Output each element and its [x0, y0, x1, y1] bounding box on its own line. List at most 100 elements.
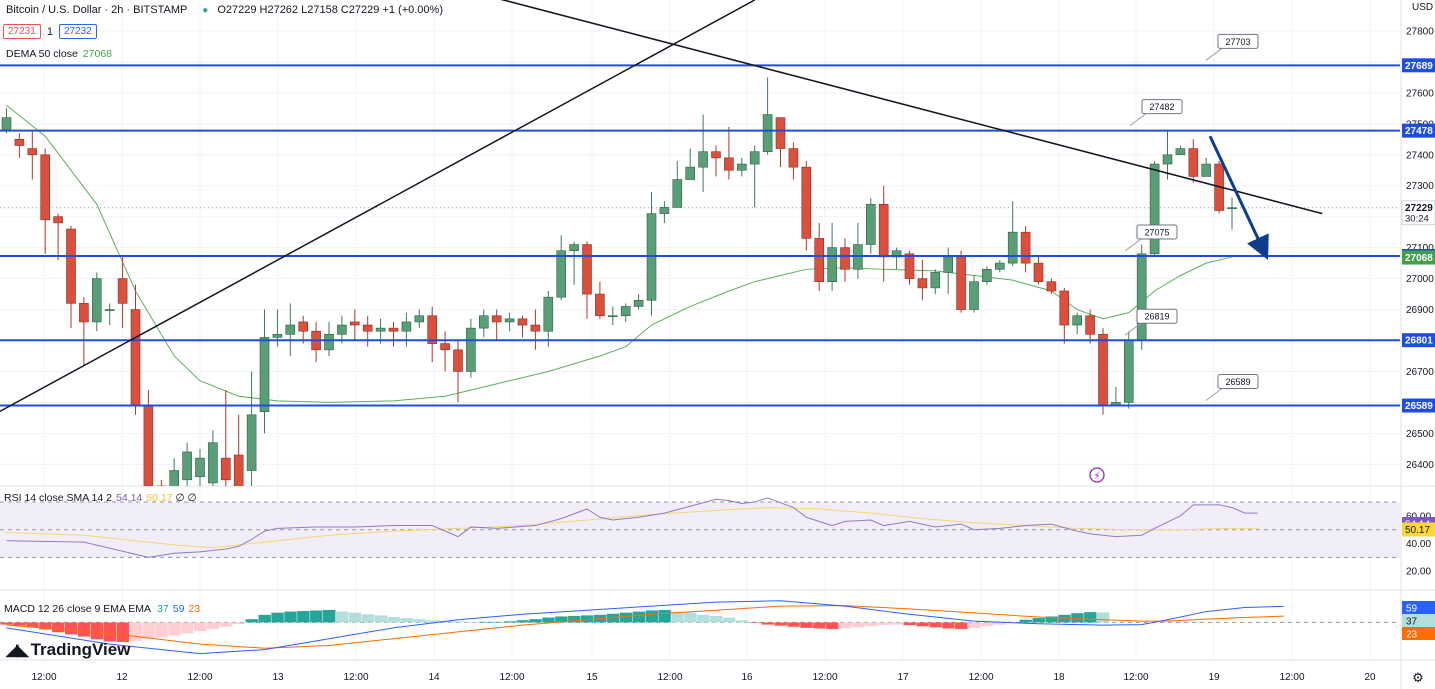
main-pane: 27703 27482 27075 26819 26589 ⚡ — [0, 0, 1400, 486]
candle — [904, 253, 915, 279]
macd-hist-bar — [65, 622, 78, 635]
macd-hist-bar — [864, 622, 878, 627]
macd-hist-bar — [774, 622, 787, 626]
alert-icon-glyph: ⚡ — [1093, 471, 1100, 482]
macd-hist-bar — [632, 611, 645, 623]
macd-hist-bar — [761, 622, 774, 625]
candle — [504, 318, 515, 323]
macd-hist-bar — [258, 614, 271, 623]
macd-legend[interactable]: MACD 12 26 close 9 EMA EMA 37 59 23 — [4, 603, 200, 615]
candle — [1227, 207, 1237, 210]
candle — [698, 151, 708, 168]
candle — [79, 303, 89, 323]
macd-hist-bar — [722, 617, 736, 623]
candle — [27, 148, 38, 156]
candle — [685, 166, 696, 180]
macd-hist-bar — [26, 622, 39, 628]
macd-hist-bar — [581, 615, 594, 623]
macd-hist-bar — [168, 622, 181, 636]
dema-legend[interactable]: DEMA 50 close 27068 — [6, 48, 112, 60]
level-axis-label-bg — [1402, 123, 1435, 138]
level-axis-label-bg — [1402, 333, 1435, 348]
price-axis-tick: 27300 — [1406, 181, 1434, 192]
candle — [130, 309, 141, 406]
macd-hist-bar — [426, 620, 439, 623]
time-axis-tick: 19 — [1208, 672, 1220, 683]
tradingview-logo[interactable]: ◢◣ TradingView — [6, 640, 130, 660]
rsi-value: 54.14 — [115, 492, 143, 504]
time-axis-tick: 12 — [116, 672, 128, 683]
macd-hist-tag: 37 — [1406, 617, 1418, 628]
macd-hist-bar — [968, 622, 981, 628]
macd-hist-bar — [980, 622, 994, 627]
price-axis-tick: 27600 — [1406, 88, 1434, 99]
callout-leader — [1124, 322, 1142, 336]
macd-hist-bar — [477, 621, 491, 623]
macd-hist-bar — [116, 622, 129, 642]
callout-box — [1136, 224, 1178, 240]
macd-hist-bar — [606, 613, 620, 623]
ohlc-readout: O27229 H27262 L27158 C27229 +1 (+0.00%) — [217, 4, 443, 16]
macd-signal-tag-bg — [1402, 627, 1435, 640]
macd-hist-bar — [1045, 616, 1058, 623]
macd-hist-bar — [464, 621, 478, 623]
callout-box — [1217, 33, 1259, 49]
candle — [143, 405, 154, 486]
time-axis-tick: 20 — [1364, 672, 1376, 683]
macd-hist-bar — [348, 612, 362, 623]
candle — [930, 272, 941, 289]
candle — [259, 337, 270, 413]
candle — [1020, 231, 1031, 264]
macd-hist-bar — [310, 610, 323, 623]
candle — [982, 269, 992, 282]
candle — [543, 296, 554, 332]
rsi-axis-tick: 60.00 — [1406, 511, 1431, 522]
macd-hist-bar — [335, 611, 349, 623]
macd-hist-bar — [1071, 613, 1084, 623]
macd-hist-bar — [684, 612, 697, 623]
macd-hist-bar — [194, 622, 207, 632]
candle — [478, 315, 489, 329]
candle — [814, 238, 825, 282]
macd-hist-bar — [735, 620, 749, 623]
bid-button[interactable]: 27231 — [3, 24, 41, 39]
candle — [659, 207, 670, 214]
macd-hist-bar — [400, 618, 413, 623]
macd-hist-bar — [13, 622, 26, 626]
candle — [40, 154, 51, 221]
macd-hist-bar — [748, 622, 762, 624]
callout-leader — [1205, 388, 1223, 401]
candle — [840, 247, 850, 270]
tradingview-logo-icon: ◢◣ — [6, 642, 29, 659]
candle — [917, 278, 928, 289]
candle — [633, 299, 644, 307]
symbol-title[interactable]: Bitcoin / U.S. Dollar · 2h · BITSTAMP — [6, 4, 188, 16]
dema-axis-label: 27068 — [1405, 253, 1433, 264]
macd-hist-bar — [877, 622, 891, 626]
callout-leader — [1205, 47, 1223, 61]
candle — [169, 470, 179, 486]
candle — [298, 321, 309, 332]
rsi-legend[interactable]: RSI 14 close SMA 14 2 54.14 50.17 ∅ ∅ — [4, 492, 197, 504]
macd-hist-bar — [516, 620, 529, 623]
candle — [195, 457, 205, 478]
macd-hist-bar — [490, 621, 504, 623]
ask-button[interactable]: 27232 — [58, 24, 97, 39]
macd-hist-bar — [1058, 614, 1071, 623]
price-axis-tick: 27800 — [1406, 26, 1434, 37]
macd-hist-bar — [619, 612, 633, 623]
macd-hist-bar — [103, 622, 117, 642]
candle — [517, 318, 528, 326]
candle — [1162, 154, 1173, 165]
price-axis-tick: 26700 — [1406, 367, 1434, 378]
macd-hist-bar — [851, 622, 865, 628]
macd-line-tag: 59 — [1406, 604, 1418, 615]
trendline-descending — [500, 0, 1323, 215]
callout-box — [1136, 308, 1178, 324]
macd-label: MACD 12 26 close 9 EMA EMA — [4, 603, 152, 615]
rsi-sma-line — [6, 507, 1258, 549]
macd-hist-bar — [155, 622, 168, 638]
macd-line — [6, 600, 1284, 655]
candle — [104, 309, 115, 311]
